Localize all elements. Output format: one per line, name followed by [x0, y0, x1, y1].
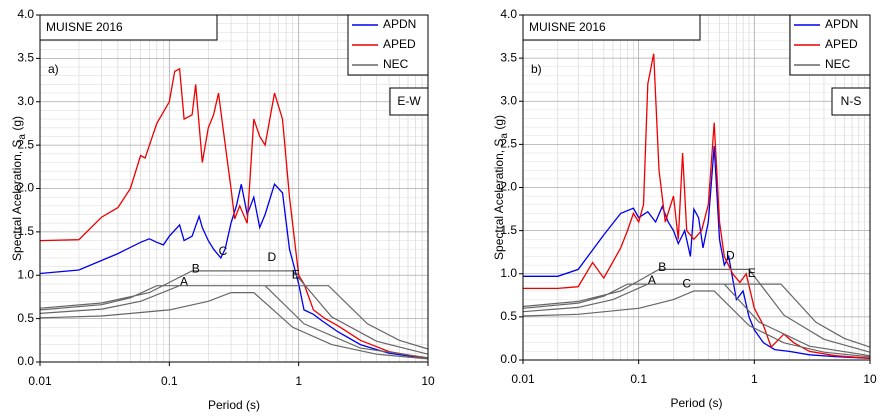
title-box	[39, 14, 218, 41]
legend-label: NEC	[825, 57, 851, 71]
y-tick-label: 2.0	[500, 180, 517, 194]
legend-label: NEC	[383, 57, 409, 71]
y-tick-label: 0.5	[500, 309, 517, 323]
chart-title: MUISNE 2016	[46, 20, 123, 34]
x-axis-title: Period (s)	[208, 398, 260, 412]
point-label: E	[292, 267, 300, 281]
y-tick-label: 1.5	[17, 224, 34, 238]
title-box	[522, 14, 701, 41]
x-tick-label: 0.01	[511, 372, 535, 386]
y-axis-title-part: (g)	[492, 115, 506, 133]
y-tick-label: 1.0	[500, 266, 517, 280]
point-label: D	[267, 250, 276, 264]
y-axis-title-part: Spectral Aceleration, S	[10, 140, 24, 261]
y-tick-label: 1.5	[500, 223, 517, 237]
x-tick-label: 0.1	[161, 374, 178, 388]
series-line	[523, 146, 871, 359]
y-tick-label: 3.0	[500, 93, 517, 107]
point-label: C	[682, 276, 691, 290]
y-tick-label: 1.0	[17, 267, 34, 281]
x-tick-label: 1	[751, 372, 758, 386]
panel-label: b)	[531, 62, 542, 76]
y-axis-title: Spectral Aceleration, Sa (g)	[492, 115, 509, 260]
legend-label: APED	[825, 37, 858, 51]
point-label: A	[648, 273, 656, 287]
y-axis-title-part: a	[17, 134, 28, 140]
point-label: E	[748, 266, 756, 280]
y-tick-label: 3.5	[17, 51, 34, 65]
point-label: B	[192, 261, 200, 275]
y-tick-label: 2.0	[17, 181, 34, 195]
series-line	[523, 53, 871, 359]
point-label: D	[726, 249, 735, 263]
y-tick-label: 4.0	[17, 7, 34, 21]
component-box	[389, 87, 429, 116]
y-tick-label: 0.5	[17, 311, 34, 325]
y-tick-label: 3.5	[500, 50, 517, 64]
x-tick-label: 1	[295, 374, 302, 388]
point-label: B	[658, 260, 666, 274]
chart-title: MUISNE 2016	[529, 20, 606, 34]
component-label: N-S	[841, 94, 862, 108]
x-tick-label: 10	[863, 372, 877, 386]
y-tick-label: 0.0	[500, 352, 517, 366]
y-tick-label: 2.5	[500, 137, 517, 151]
y-axis-title: Spectral Aceleration, Sa (g)	[10, 116, 27, 261]
panel: 0.0 0.5 1.0 1.5 2.0 2.5 3.0 3.5 4.0 0.01 0.1 1 10 AB C…	[10, 7, 435, 412]
point-label: C	[219, 244, 228, 258]
x-axis-title: Period (s)	[670, 396, 722, 410]
y-axis-title-part: (g)	[10, 116, 24, 134]
panel: 0.0 0.5 1.0 1.5 2.0 2.5 3.0 3.5 4.0 0.01 0.1 1 10 AB C…	[492, 7, 877, 410]
y-axis-title-part: a	[499, 133, 510, 139]
y-tick-label: 2.5	[17, 137, 34, 151]
panel-label: a)	[48, 62, 59, 76]
y-axis-title-part: Spectral Aceleration, S	[492, 139, 506, 260]
x-tick-label: 10	[421, 374, 435, 388]
x-tick-label: 0.01	[28, 374, 52, 388]
y-tick-label: 4.0	[500, 7, 517, 21]
component-box	[831, 87, 871, 116]
point-label: A	[180, 274, 188, 288]
legend-label: APDN	[825, 17, 858, 31]
y-tick-label: 3.0	[17, 94, 34, 108]
y-tick-label: 0.0	[17, 354, 34, 368]
series-line	[39, 270, 429, 360]
component-label: E-W	[397, 94, 421, 108]
legend-label: APDN	[383, 17, 416, 31]
x-tick-label: 0.1	[630, 372, 647, 386]
plot-border	[39, 14, 429, 363]
legend-label: APED	[383, 37, 416, 51]
series-line	[522, 268, 871, 358]
series-line	[39, 182, 429, 360]
